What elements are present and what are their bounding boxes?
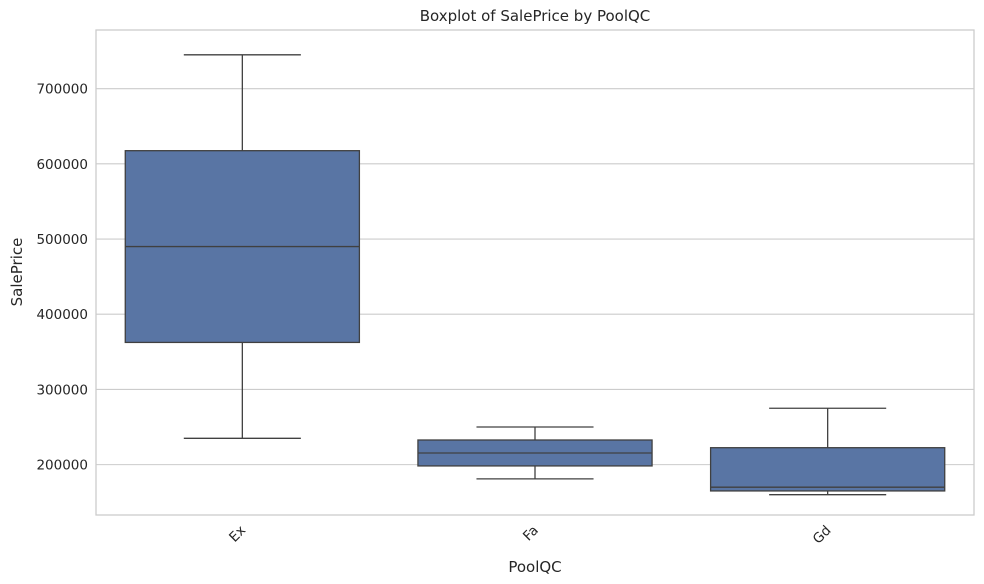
- x-tick-label: Gd: [810, 523, 835, 548]
- plot-frame: [95, 29, 975, 516]
- box-gd: [709, 407, 946, 496]
- iqr-box: [709, 447, 946, 492]
- x-tick-label: Fa: [520, 523, 542, 545]
- boxes: [124, 54, 946, 496]
- box-ex: [124, 54, 361, 439]
- y-tick-label: 500000: [36, 232, 88, 248]
- box-fa: [417, 426, 653, 480]
- y-tick-label: 700000: [36, 82, 88, 98]
- x-tick-label: Ex: [226, 523, 249, 546]
- y-tick-label: 400000: [36, 307, 88, 323]
- x-tick-labels: Ex Fa Gd: [226, 523, 834, 548]
- x-axis-title: PoolQC: [508, 558, 561, 576]
- y-tick-labels: 200000 300000 400000 500000 600000 700000: [36, 82, 88, 474]
- chart-title: Boxplot of SalePrice by PoolQC: [420, 7, 651, 25]
- y-tick-label: 300000: [36, 382, 88, 398]
- y-tick-label: 200000: [36, 458, 88, 474]
- y-tick-label: 600000: [36, 157, 88, 173]
- y-axis-title: SalePrice: [8, 238, 26, 307]
